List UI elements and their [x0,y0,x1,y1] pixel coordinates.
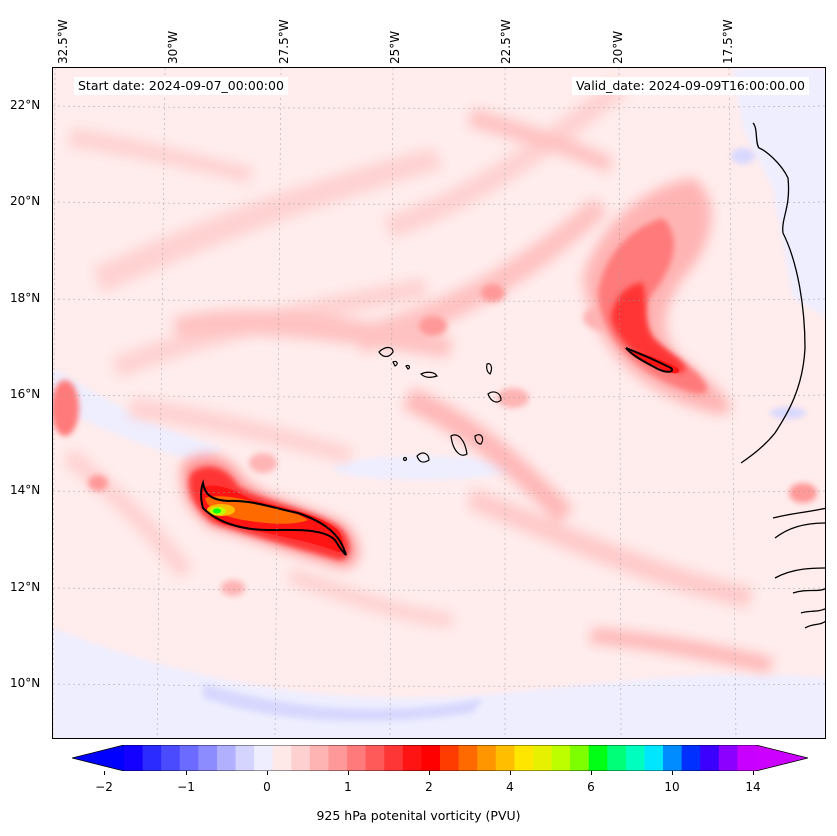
colorbar-swatch [179,745,199,771]
colorbar-swatch [347,745,367,771]
colorbar-tickmark [510,771,511,775]
colorbar-swatch [607,745,627,771]
colorbar-tick-label: −1 [177,780,195,794]
lat-lon-gridlines [53,68,825,738]
lon-label-32-5w: 32.5°W [56,19,70,64]
lon-label-27-5w: 27.5°W [277,19,291,64]
lat-label-18n: 18°N [10,291,41,305]
colorbar-tick-label: 14 [745,780,761,794]
colorbar-tickmark [267,771,268,775]
start-date-label: Start date: 2024-09-07_00:00:00 [74,77,288,95]
colorbar-swatch [254,745,274,771]
colorbar-swatch [365,745,385,771]
colorbar-tickmark [591,771,592,775]
colorbar-swatch [625,745,645,771]
colorbar-tick-label: 2 [425,780,433,794]
pv-colorbar [72,745,808,771]
colorbar-tick-label: 6 [587,780,595,794]
colorbar-tick-label: 4 [506,780,514,794]
colorbar-tickmark [186,771,187,775]
lat-label-10n: 10°N [10,676,41,690]
africa-coastline [740,122,825,629]
colorbar-tick-label: −2 [95,780,113,794]
colorbar-swatch [681,745,701,771]
colorbar-title: 925 hPa potenital vorticity (PVU) [316,808,521,823]
colorbar-swatch [328,745,348,771]
lon-label-22-5w: 22.5°W [499,19,513,64]
lat-label-14n: 14°N [10,483,41,497]
colorbar-tick-label: 1 [344,780,352,794]
lat-label-16n: 16°N [10,387,41,401]
colorbar-swatch [235,745,255,771]
colorbar-swatch [142,745,162,771]
colorbar-tickmark [429,771,430,775]
colorbar-swatch [700,745,720,771]
colorbar-swatch [737,745,757,771]
colorbar-swatch [402,745,422,771]
colorbar-swatch [514,745,534,771]
colorbar-swatch [421,745,441,771]
colorbar-swatch [588,745,608,771]
colorbar-tick-label: 10 [664,780,680,794]
pv-field-map [53,68,825,738]
colorbar-swatch [198,745,218,771]
map-panel [52,67,826,739]
colorbar-swatch [440,745,460,771]
colorbar-swatch [309,745,329,771]
colorbar-swatch [272,745,292,771]
valid-date-label: Valid_date: 2024-09-09T16:00:00.00 [571,77,809,95]
colorbar-swatch [570,745,590,771]
lon-label-17-5w: 17.5°W [721,19,735,64]
colorbar-swatch [384,745,404,771]
colorbar-swatch [663,745,683,771]
colorbar-tickmark [104,771,105,775]
lon-label-20w: 20°W [611,30,625,64]
colorbar-swatch [291,745,311,771]
lat-label-22n: 22°N [10,98,41,112]
colorbar-tickmark [753,771,754,775]
colorbar-swatch [644,745,664,771]
lat-label-12n: 12°N [10,580,41,594]
colorbar-swatch [551,745,571,771]
colorbar-swatch [458,745,478,771]
colorbar-swatch [718,745,738,771]
colorbar-swatch [477,745,497,771]
weak-pv-streaks [63,78,773,673]
colorbar-swatch [124,745,144,771]
colorbar-swatch [161,745,181,771]
lat-label-20n: 20°N [10,194,41,208]
colorbar-tick-label: 0 [263,780,271,794]
lon-label-30w: 30°W [166,30,180,64]
colorbar-swatch [216,745,237,771]
cape-verde-islands [378,346,502,463]
colorbar-tickmark [348,771,349,775]
colorbar-swatch [495,745,515,771]
colorbar-under-triangle [72,745,124,771]
colorbar-tickmark [672,771,673,775]
lon-label-25w: 25°W [388,30,402,64]
colorbar-swatch [532,745,553,771]
southwest-pv-filament [181,454,358,568]
colorbar-over-triangle [756,745,808,771]
